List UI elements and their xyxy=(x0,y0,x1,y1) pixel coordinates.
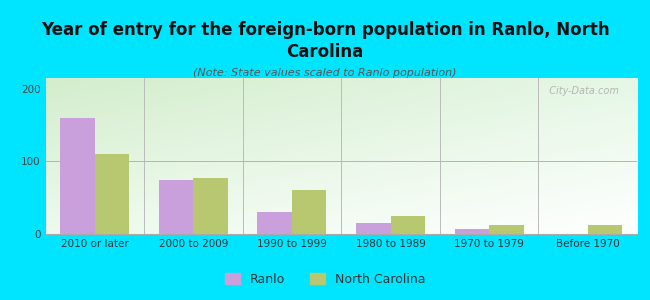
Bar xyxy=(159,180,194,234)
Bar xyxy=(60,118,95,234)
Bar xyxy=(489,225,524,234)
Bar xyxy=(588,225,622,234)
Text: City-Data.com: City-Data.com xyxy=(543,86,619,96)
Legend: Ranlo, North Carolina: Ranlo, North Carolina xyxy=(220,268,430,291)
Bar xyxy=(257,212,292,234)
Bar xyxy=(391,216,425,234)
Bar xyxy=(95,154,129,234)
Bar xyxy=(292,190,326,234)
Bar xyxy=(194,178,228,234)
Text: (Note: State values scaled to Ranlo population): (Note: State values scaled to Ranlo popu… xyxy=(193,68,457,77)
Text: Year of entry for the foreign-born population in Ranlo, North
Carolina: Year of entry for the foreign-born popul… xyxy=(41,21,609,61)
Bar xyxy=(356,223,391,234)
Bar xyxy=(454,229,489,234)
